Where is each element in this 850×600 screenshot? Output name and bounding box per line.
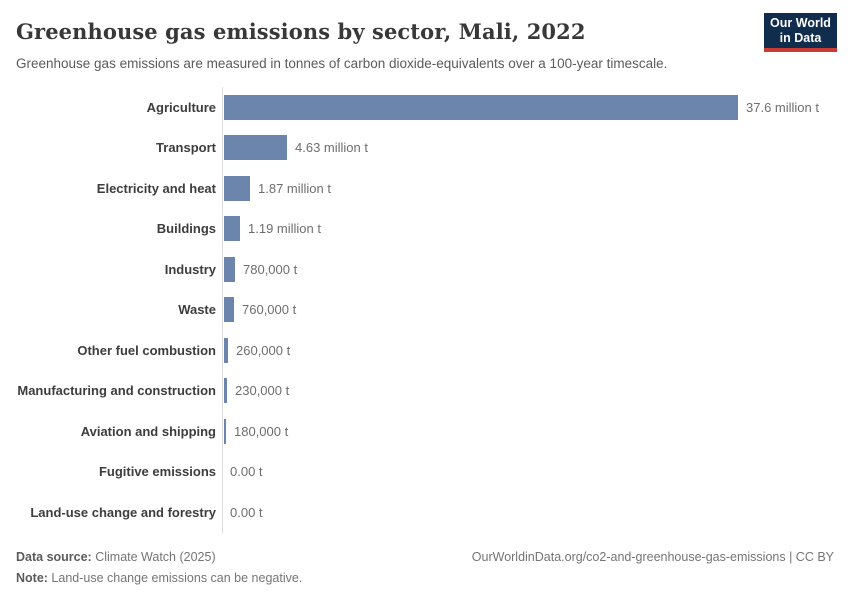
value-label: 180,000 t <box>234 423 289 439</box>
category-label: Electricity and heat <box>96 180 216 196</box>
chart-header: Greenhouse gas emissions by sector, Mali… <box>0 0 850 73</box>
bar[interactable] <box>224 378 227 404</box>
chart-footer: Data source: Climate Watch (2025) Note: … <box>16 547 834 589</box>
data-source-label: Data source: <box>16 550 92 564</box>
plot-area: 0.00 t <box>222 451 850 492</box>
note-label: Note: <box>16 571 48 585</box>
plot-area: 0.00 t <box>222 492 850 533</box>
plot-area: 760,000 t <box>222 289 850 330</box>
bar-row: Other fuel combustion 260,000 t <box>0 330 850 371</box>
data-source-line: Data source: Climate Watch (2025) <box>16 547 302 568</box>
bar[interactable] <box>224 94 738 120</box>
bar[interactable] <box>224 297 234 323</box>
plot-area: 230,000 t <box>222 370 850 411</box>
footer-left: Data source: Climate Watch (2025) Note: … <box>16 547 302 589</box>
owid-logo-line2: in Data <box>779 30 822 45</box>
category-label: Land-use change and forestry <box>30 504 216 520</box>
value-label: 780,000 t <box>243 261 298 277</box>
value-label: 37.6 million t <box>746 99 819 115</box>
note-value: Land-use change emissions can be negativ… <box>47 571 303 585</box>
bar[interactable] <box>224 418 226 444</box>
bar-chart: Agriculture 37.6 million t Transport 4.63 m… <box>0 87 850 533</box>
bar[interactable] <box>224 175 250 201</box>
bar-row: Buildings 1.19 million t <box>0 208 850 249</box>
category-label: Industry <box>164 261 216 277</box>
footer-link[interactable]: OurWorldinData.org/co2-and-greenhouse-ga… <box>471 550 834 564</box>
bar-row: Fugitive emissions 0.00 t <box>0 451 850 492</box>
value-label: 1.19 million t <box>248 221 321 237</box>
category-label: Waste <box>178 302 216 318</box>
value-label: 760,000 t <box>242 302 297 318</box>
category-label: Other fuel combustion <box>77 342 216 358</box>
value-label: 0.00 t <box>230 464 263 480</box>
note-line: Note: Land-use change emissions can be n… <box>16 568 302 589</box>
page-title: Greenhouse gas emissions by sector, Mali… <box>16 19 586 44</box>
plot-area: 37.6 million t <box>222 87 850 128</box>
plot-area: 260,000 t <box>222 330 850 371</box>
bar-row: Industry 780,000 t <box>0 249 850 290</box>
bar[interactable] <box>224 337 228 363</box>
bar[interactable] <box>224 256 235 282</box>
bar-row: Waste 760,000 t <box>0 289 850 330</box>
category-label: Buildings <box>156 221 216 237</box>
category-label: Manufacturing and construction <box>17 383 216 399</box>
value-label: 230,000 t <box>235 383 290 399</box>
value-label: 0.00 t <box>230 504 263 520</box>
category-label: Aviation and shipping <box>80 423 216 439</box>
plot-area: 1.19 million t <box>222 208 850 249</box>
plot-area: 4.63 million t <box>222 127 850 168</box>
owid-logo-line1: Our World <box>770 16 831 30</box>
bar-row: Agriculture 37.6 million t <box>0 87 850 128</box>
owid-logo[interactable]: Our World in Data <box>764 13 837 52</box>
bar[interactable] <box>224 135 287 161</box>
category-label: Fugitive emissions <box>98 464 216 480</box>
bar-row: Manufacturing and construction 230,000 t <box>0 370 850 411</box>
bar-row: Land-use change and forestry 0.00 t <box>0 492 850 533</box>
bar[interactable] <box>224 216 240 242</box>
plot-area: 1.87 million t <box>222 168 850 209</box>
data-source-value: Climate Watch (2025) <box>91 550 216 564</box>
bar-row: Aviation and shipping 180,000 t <box>0 411 850 452</box>
plot-area: 180,000 t <box>222 411 850 452</box>
value-label: 1.87 million t <box>258 180 331 196</box>
category-label: Agriculture <box>146 99 216 115</box>
bar-row: Transport 4.63 million t <box>0 127 850 168</box>
value-label: 4.63 million t <box>295 140 368 156</box>
bar-row: Electricity and heat 1.87 million t <box>0 168 850 209</box>
plot-area: 780,000 t <box>222 249 850 290</box>
chart-subtitle: Greenhouse gas emissions are measured in… <box>16 56 668 71</box>
value-label: 260,000 t <box>236 342 291 358</box>
category-label: Transport <box>156 140 216 156</box>
